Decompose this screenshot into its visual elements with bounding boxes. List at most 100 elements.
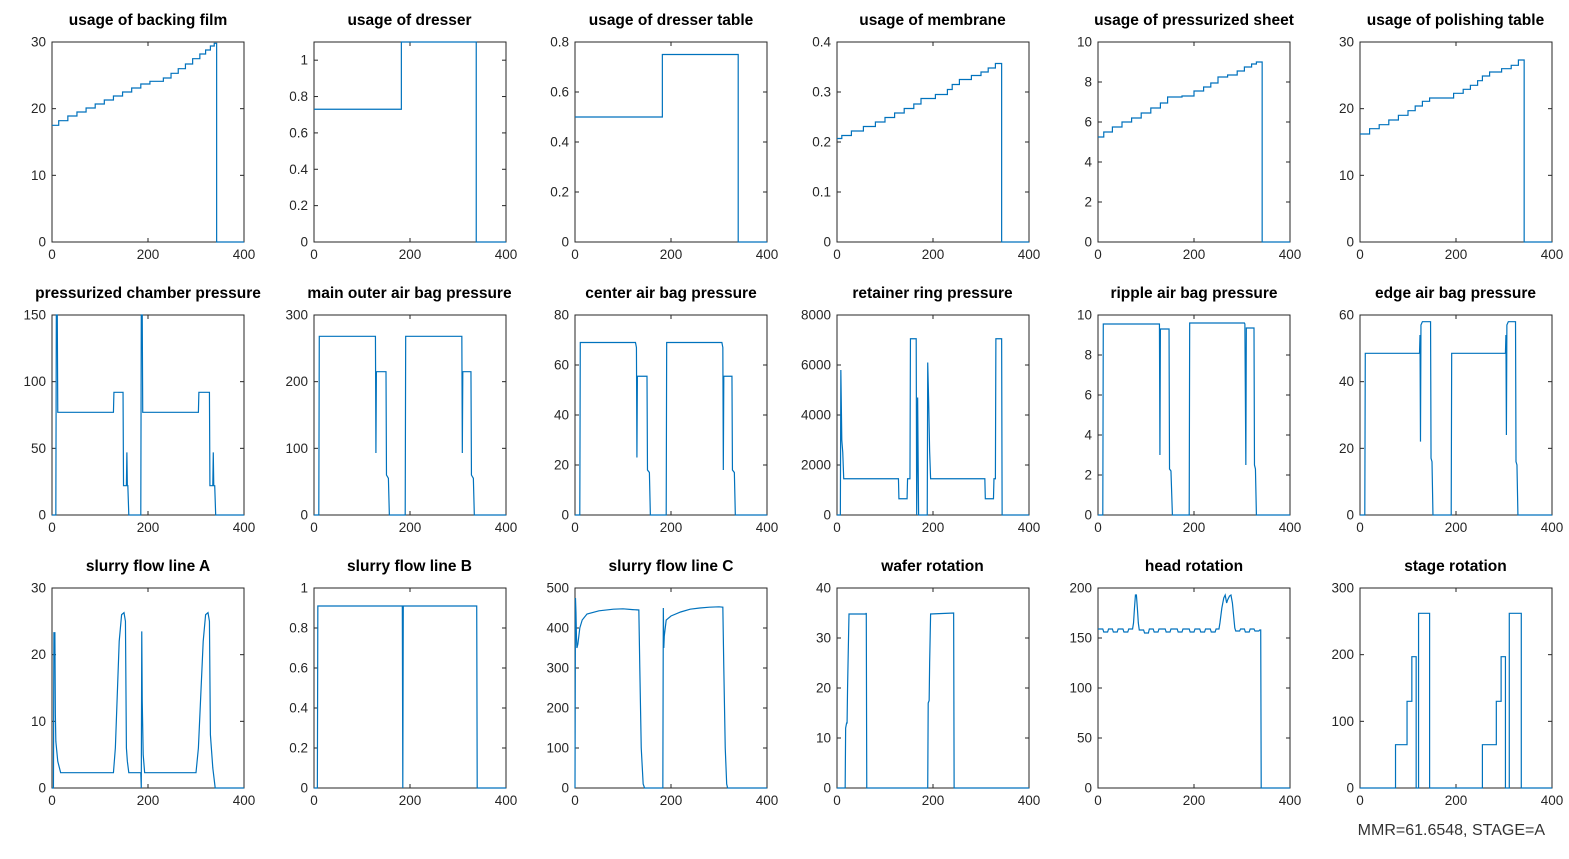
plot-canvas: 0 200 400 0 0.1 0.2 0.3 0.4 [812, 35, 1040, 263]
axes-box [1359, 587, 1552, 789]
x-tick-label: 200 [1183, 793, 1206, 808]
y-tick-label: 0 [561, 508, 569, 523]
subplot-usage-of-pressurized-sheet: usage of pressurized sheet 0 200 400 0 2 4 6 8 10 [1046, 0, 1308, 273]
y-tick-label: 20 [1338, 101, 1353, 116]
y-tick-label: 0.4 [289, 162, 308, 177]
y-tick-label: 0.2 [289, 198, 308, 213]
plot-canvas: 0 200 400 0 50 100 150 200 [1069, 581, 1302, 809]
y-tick-label: 20 [554, 458, 569, 473]
y-tick-label: 100 [285, 441, 308, 456]
y-tick-label: 200 [285, 374, 308, 389]
plot-canvas: 0 200 400 0 10 20 30 [31, 581, 255, 809]
y-tick-label: 20 [815, 681, 830, 696]
y-tick-label: 60 [1338, 308, 1353, 323]
subplot-title: wafer rotation [881, 558, 984, 575]
subplot-title: center air bag pressure [585, 285, 757, 302]
axes-box [1097, 41, 1291, 243]
axes-box [51, 41, 245, 243]
y-tick-label: 6 [1084, 115, 1092, 130]
y-tick-label: 100 [1331, 714, 1354, 729]
x-tick-label: 0 [833, 793, 841, 808]
x-tick-label: 400 [1017, 520, 1040, 535]
data-line [836, 338, 1029, 516]
y-tick-label: 150 [23, 308, 46, 323]
x-tick-label: 200 [1183, 247, 1206, 262]
data-line [836, 612, 1029, 789]
x-tick-label: 200 [921, 520, 944, 535]
x-tick-label: 400 [1279, 793, 1302, 808]
subplot-title: slurry flow line B [347, 558, 472, 575]
axes-box [574, 314, 768, 516]
axes-box [313, 41, 506, 243]
y-tick-label: 0.2 [289, 741, 308, 756]
x-tick-label: 200 [921, 793, 944, 808]
y-tick-label: 1 [300, 53, 308, 68]
y-tick-label: 10 [815, 731, 830, 746]
data-line [1098, 322, 1290, 516]
plot-canvas: 0 200 400 0 20 40 60 [1338, 308, 1562, 536]
x-tick-label: 200 [660, 247, 683, 262]
x-tick-label: 0 [310, 793, 318, 808]
plot-canvas: 0 200 400 0 100 200 300 400 500 [546, 581, 778, 809]
y-tick-label: 50 [31, 441, 46, 456]
x-tick-label: 0 [1094, 793, 1102, 808]
y-tick-label: 0.6 [289, 661, 308, 676]
y-tick-label: 300 [285, 308, 308, 323]
subplot-title: ripple air bag pressure [1110, 285, 1278, 302]
y-tick-label: 0 [561, 235, 569, 250]
y-tick-label: 4 [1084, 155, 1092, 170]
data-line [1359, 612, 1552, 789]
plot-canvas: 0 200 400 0 100 200 300 [285, 308, 517, 536]
subplot-slurry-flow-line-c: slurry flow line C 0 200 400 0 100 200 300 400 50… [523, 546, 785, 819]
y-tick-label: 60 [554, 358, 569, 373]
x-tick-label: 400 [494, 793, 517, 808]
plot-canvas: 0 200 400 0 100 200 300 [1331, 581, 1563, 809]
y-tick-label: 100 [546, 741, 569, 756]
data-line [1098, 593, 1290, 789]
y-tick-label: 0.3 [812, 85, 831, 100]
axes-box [836, 314, 1029, 516]
x-tick-label: 200 [660, 520, 683, 535]
subplot-title: slurry flow line C [608, 558, 734, 575]
y-tick-label: 0 [823, 508, 831, 523]
plot-canvas: 0 200 400 0 2 4 6 8 10 [1077, 308, 1301, 536]
y-tick-label: 400 [546, 621, 569, 636]
y-tick-label: 50 [1077, 731, 1092, 746]
x-tick-label: 400 [233, 247, 256, 262]
y-tick-label: 200 [1331, 647, 1354, 662]
axes-box [1359, 314, 1552, 516]
x-tick-label: 0 [48, 520, 56, 535]
y-tick-label: 0.1 [812, 185, 831, 200]
x-tick-label: 0 [1356, 793, 1364, 808]
subplot-usage-of-dresser: usage of dresser 0 200 400 0 0.2 0.4 0.6 0.8 1 [262, 0, 524, 273]
axes-box [836, 41, 1029, 243]
x-tick-label: 400 [1540, 247, 1563, 262]
y-tick-label: 0 [823, 235, 831, 250]
y-tick-label: 0 [38, 508, 46, 523]
subplot-slurry-flow-line-a: slurry flow line A 0 200 400 0 10 20 30 [0, 546, 262, 819]
subplot-head-rotation: head rotation 0 200 400 0 50 100 150 200 [1046, 546, 1308, 819]
y-tick-label: 40 [1338, 374, 1353, 389]
y-tick-label: 20 [31, 101, 46, 116]
y-tick-label: 4000 [800, 408, 830, 423]
subplot-grid: usage of backing film 0 200 400 0 10 20 30 usage… [0, 0, 1563, 819]
y-tick-label: 10 [1077, 35, 1092, 50]
plot-canvas: 0 200 400 0 2 4 6 8 10 [1077, 35, 1301, 263]
x-tick-label: 400 [1017, 793, 1040, 808]
plot-canvas: 0 200 400 0 0.2 0.4 0.6 0.8 1 [289, 581, 517, 809]
y-tick-label: 0.6 [550, 85, 569, 100]
y-tick-label: 300 [546, 661, 569, 676]
axes-box [574, 587, 768, 789]
x-tick-label: 0 [1356, 520, 1364, 535]
y-tick-label: 0 [823, 781, 831, 796]
data-line [1359, 59, 1552, 243]
y-tick-label: 0 [1084, 235, 1092, 250]
data-line [313, 605, 506, 789]
subplot-title: slurry flow line A [85, 558, 211, 575]
x-tick-label: 200 [398, 520, 421, 535]
x-tick-label: 400 [1017, 247, 1040, 262]
y-tick-label: 200 [1069, 581, 1092, 596]
plot-canvas: 0 200 400 0 10 20 30 [1338, 35, 1563, 263]
x-tick-label: 400 [756, 247, 779, 262]
axes-box [1097, 314, 1291, 516]
